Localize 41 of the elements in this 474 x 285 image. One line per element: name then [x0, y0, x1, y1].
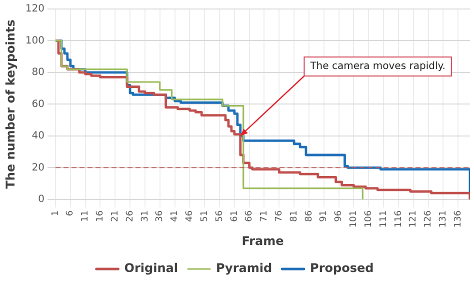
x-tick-label: 86: [304, 210, 314, 222]
y-tick-label: 0: [38, 194, 44, 206]
x-tick-label: 26: [125, 210, 136, 222]
x-tick-label: 6: [66, 210, 76, 216]
x-tick-label: 136: [453, 210, 464, 228]
legend-label: Original: [124, 261, 178, 276]
y-tick-label: 80: [32, 67, 44, 78]
x-tick-label: 126: [424, 210, 434, 228]
legend-label: Proposed: [310, 261, 374, 276]
x-tick-label: 116: [394, 210, 404, 228]
x-tick-label: 11: [80, 210, 91, 222]
y-tick-label: 120: [25, 4, 44, 15]
y-axis-title: The number of keypoints: [3, 20, 18, 189]
x-tick-label: 56: [214, 210, 225, 222]
y-tick-label: 20: [32, 162, 44, 174]
x-tick-label: 101: [349, 210, 360, 228]
y-tick-label: 100: [25, 35, 44, 46]
x-tick-label: 91: [319, 210, 330, 222]
x-tick-label: 51: [200, 210, 210, 222]
x-tick-label: 61: [230, 210, 240, 222]
x-tick-label: 46: [185, 210, 196, 222]
x-tick-label: 71: [260, 210, 270, 222]
x-tick-label: 96: [334, 210, 344, 222]
legend-label: Pyramid: [216, 261, 272, 276]
x-tick-label: 1: [50, 210, 61, 216]
x-tick-label: 106: [364, 210, 374, 228]
x-tick-label: 21: [110, 210, 120, 222]
x-tick-label: 131: [438, 210, 449, 228]
x-tick-label: 16: [96, 210, 106, 222]
x-tick-label: 81: [289, 210, 300, 222]
x-tick-label: 121: [408, 210, 419, 228]
x-tick-label: 41: [170, 210, 180, 222]
x-tick-label: 66: [244, 210, 255, 222]
x-tick-label: 111: [378, 210, 389, 228]
x-axis-title: Frame: [242, 234, 284, 248]
x-tick-label: 36: [155, 210, 166, 222]
annotation: The camera moves rapidly.: [309, 61, 446, 72]
x-tick-label: 76: [274, 210, 284, 222]
x-tick-label: 31: [140, 210, 150, 222]
y-tick-label: 40: [32, 130, 44, 142]
y-tick-label: 60: [32, 98, 44, 110]
